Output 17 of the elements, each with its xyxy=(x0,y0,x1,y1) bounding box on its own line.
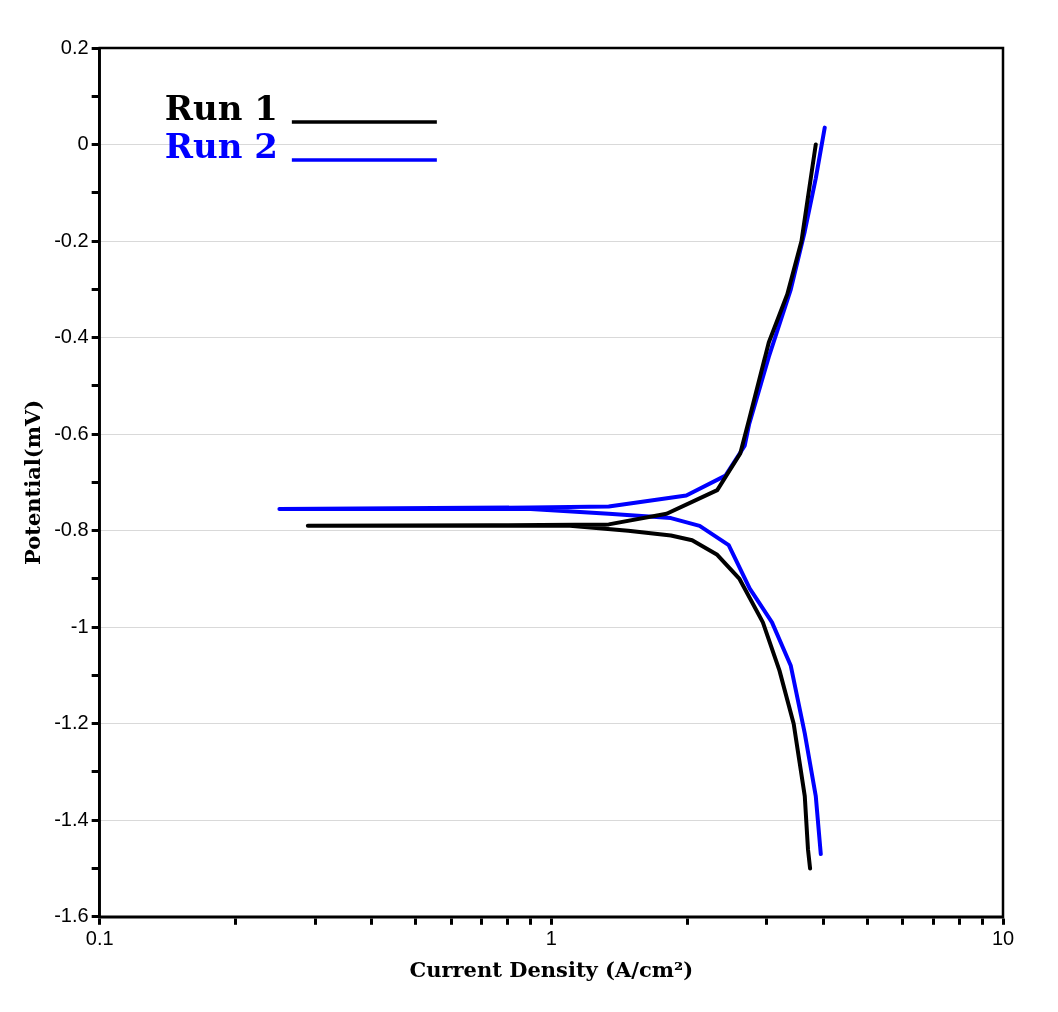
y-tick-label: -0.4 xyxy=(54,325,89,348)
y-tick-label: 0 xyxy=(77,132,89,155)
y-tick-label: -1 xyxy=(70,614,89,637)
legend-label: Run 1 xyxy=(164,88,278,128)
x-axis-title: Current Density (A/cm²) xyxy=(409,956,694,982)
x-tick-label: 1 xyxy=(545,927,557,950)
y-axis-title: Potential(mV) xyxy=(20,399,46,566)
y-tick-label: -0.2 xyxy=(54,228,89,251)
y-tick-label: -1.4 xyxy=(54,807,89,830)
y-tick-label: -0.6 xyxy=(54,421,89,444)
legend-label: Run 2 xyxy=(164,126,278,166)
y-tick-label: -0.8 xyxy=(54,518,89,541)
y-tick-label: -1.2 xyxy=(54,711,89,734)
y-tick-label: -1.6 xyxy=(54,904,89,927)
x-tick-label: 0.1 xyxy=(85,927,114,950)
x-tick-label: 10 xyxy=(991,927,1015,950)
y-tick-label: 0.2 xyxy=(60,35,89,58)
